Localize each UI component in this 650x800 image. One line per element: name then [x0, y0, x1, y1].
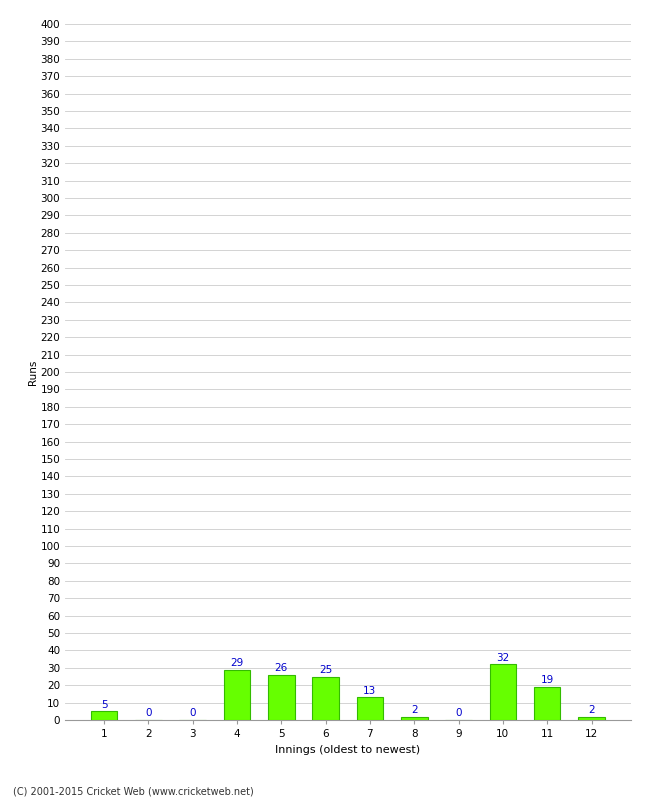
Text: 0: 0 — [189, 708, 196, 718]
Text: 0: 0 — [455, 708, 461, 718]
Bar — [578, 717, 604, 720]
Text: 2: 2 — [411, 705, 417, 714]
Text: 5: 5 — [101, 699, 107, 710]
Text: 25: 25 — [319, 665, 332, 674]
Text: 13: 13 — [363, 686, 376, 696]
Text: 26: 26 — [275, 663, 288, 673]
Text: 29: 29 — [230, 658, 244, 668]
Bar — [268, 674, 294, 720]
Bar — [534, 687, 560, 720]
X-axis label: Innings (oldest to newest): Innings (oldest to newest) — [275, 745, 421, 754]
Text: 0: 0 — [145, 708, 151, 718]
Bar — [224, 670, 250, 720]
Bar — [401, 717, 428, 720]
Text: (C) 2001-2015 Cricket Web (www.cricketweb.net): (C) 2001-2015 Cricket Web (www.cricketwe… — [13, 786, 254, 796]
Bar — [489, 664, 516, 720]
Text: 2: 2 — [588, 705, 595, 714]
Bar — [91, 711, 117, 720]
Text: 32: 32 — [496, 653, 510, 662]
Text: 19: 19 — [541, 675, 554, 685]
Bar — [312, 677, 339, 720]
Bar — [357, 698, 384, 720]
Y-axis label: Runs: Runs — [27, 359, 38, 385]
